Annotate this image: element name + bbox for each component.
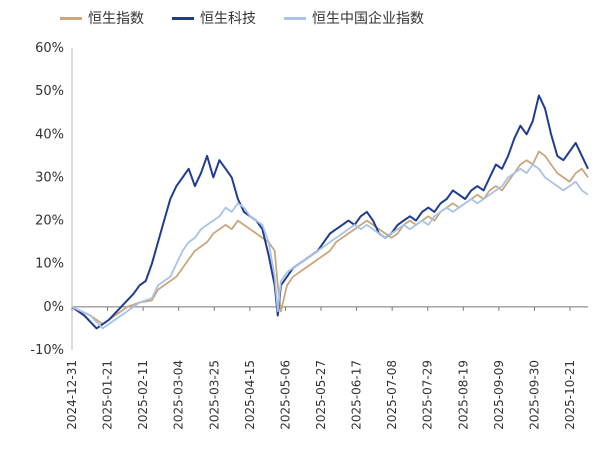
x-tick-label: 2025-07-29	[421, 360, 435, 430]
x-tick-label: 2025-09-09	[492, 360, 506, 430]
x-tick-label: 2025-02-11	[136, 360, 150, 430]
legend-label-hsi: 恒生指数	[88, 11, 144, 27]
y-tick-label: 50%	[35, 84, 64, 99]
legend-swatch-hstech	[172, 16, 194, 20]
legend-swatch-hscei	[284, 16, 306, 20]
x-tick-label: 2025-03-25	[207, 360, 221, 430]
legend-item-hstech[interactable]: 恒生科技	[172, 8, 256, 28]
legend-item-hsi[interactable]: 恒生指数	[60, 8, 144, 28]
x-tick-label: 2025-03-04	[172, 360, 186, 430]
y-tick-label: 10%	[35, 257, 64, 272]
x-tick-label: 2025-01-21	[101, 360, 115, 430]
series-line-2	[71, 163, 589, 330]
legend-item-hscei[interactable]: 恒生中国企业指数	[284, 8, 424, 28]
x-tick-label: 2025-10-21	[563, 360, 577, 430]
series-line-0	[71, 150, 589, 325]
y-tick-label: 30%	[35, 170, 64, 185]
legend: 恒生指数 恒生科技 恒生中国企业指数	[60, 8, 424, 28]
series-line-1	[71, 94, 589, 330]
x-tick-label: 2025-08-19	[456, 360, 470, 430]
y-tick-label: 0%	[43, 300, 64, 315]
x-tick-label: 2025-05-06	[278, 360, 292, 430]
x-tick-label: 2024-12-31	[65, 360, 79, 430]
x-tick-label: 2025-05-27	[314, 360, 328, 430]
x-tick-label: 2025-07-08	[385, 360, 399, 430]
x-tick-label: 2025-09-30	[527, 360, 541, 430]
legend-label-hstech: 恒生科技	[200, 11, 256, 27]
x-tick-label: 2025-04-15	[243, 360, 257, 430]
y-tick-label: 20%	[35, 214, 64, 229]
legend-label-hscei: 恒生中国企业指数	[312, 11, 424, 27]
y-tick-label: 40%	[35, 127, 64, 142]
y-tick-label: 60%	[35, 41, 64, 56]
x-tick-label: 2025-06-17	[350, 360, 364, 430]
legend-swatch-hsi	[60, 16, 82, 20]
y-tick-label: -10%	[30, 343, 64, 358]
